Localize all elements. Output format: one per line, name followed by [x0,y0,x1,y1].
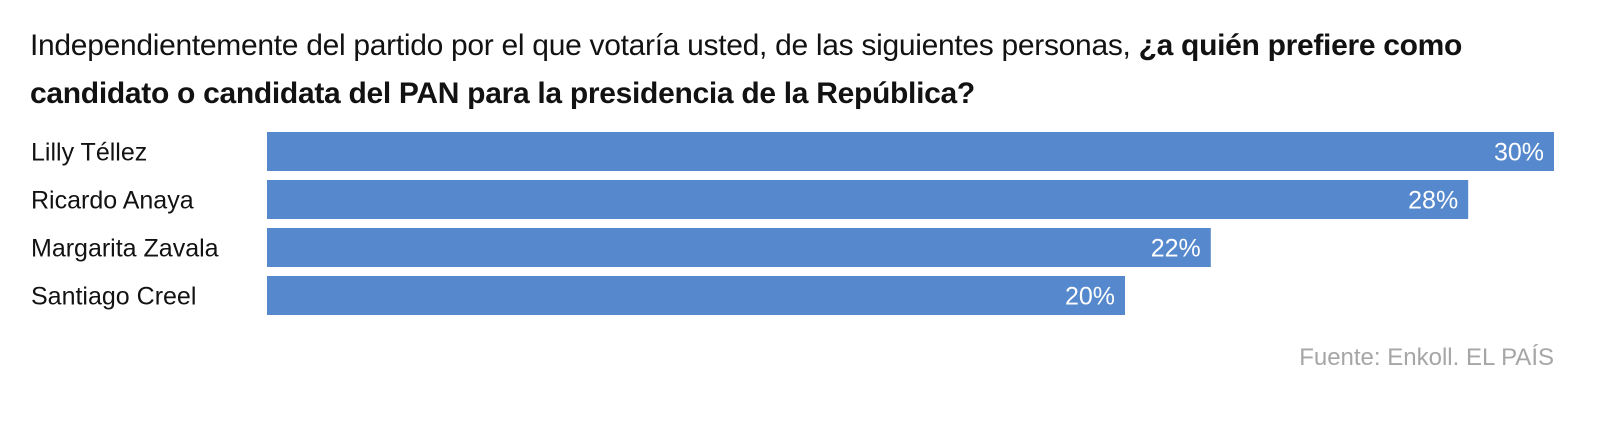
bar [267,132,1554,171]
chart-title: Independientemente del partido por el qu… [30,22,1570,118]
data-label: 20% [1065,283,1115,311]
data-label: 22% [1151,235,1201,263]
data-label: 28% [1408,187,1458,215]
category-label: Lilly Téllez [31,139,147,167]
bars-group: Lilly Téllez 30% Ricardo Anaya 28% Margarita… [31,132,1554,315]
bar [267,276,1125,315]
data-label: 30% [1494,139,1544,167]
category-label: Ricardo Anaya [31,187,194,215]
bar [267,180,1469,219]
category-label: Margarita Zavala [31,235,219,263]
chart-title-regular: Independientemente del partido por el qu… [30,29,1139,62]
bar [267,228,1211,267]
source-note: Fuente: Enkoll. EL PAÍS [1299,344,1554,371]
category-label: Santiago Creel [31,283,196,311]
chart-title-bold: ¿a quién prefiere como candidato o candi… [30,29,1463,110]
